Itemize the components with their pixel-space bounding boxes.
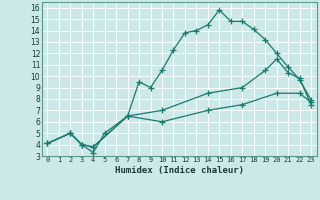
- X-axis label: Humidex (Indice chaleur): Humidex (Indice chaleur): [115, 166, 244, 175]
